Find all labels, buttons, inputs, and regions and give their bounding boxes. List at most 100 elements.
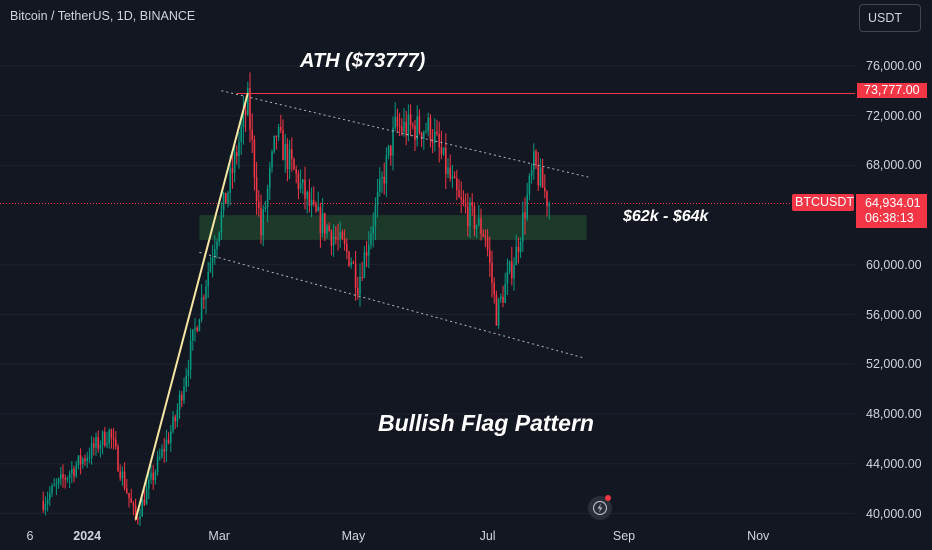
candle-body xyxy=(130,498,132,503)
candle xyxy=(119,464,121,481)
candle-body xyxy=(119,471,121,479)
candle-body xyxy=(317,206,319,212)
candle-body xyxy=(218,232,220,242)
candle-body xyxy=(137,518,139,520)
candle-body xyxy=(55,483,58,486)
candle xyxy=(420,131,423,148)
candle xyxy=(390,145,392,166)
candle xyxy=(548,201,550,220)
candle-body xyxy=(394,116,396,128)
candle-body xyxy=(139,516,141,520)
candle-body xyxy=(233,152,236,173)
candle xyxy=(354,250,357,301)
candle-body xyxy=(95,437,97,448)
candle-body xyxy=(447,167,449,174)
candle-body xyxy=(198,319,201,332)
candle xyxy=(544,174,546,199)
candle xyxy=(539,158,542,188)
candle-body xyxy=(93,443,95,448)
candle xyxy=(200,283,203,323)
candle-body xyxy=(286,143,289,170)
candle-body xyxy=(262,209,264,236)
candle xyxy=(357,276,359,300)
candle-body xyxy=(357,287,359,296)
candle xyxy=(220,202,223,241)
candle-body xyxy=(299,182,302,190)
candle xyxy=(262,204,264,247)
candle-body xyxy=(66,477,69,480)
candle xyxy=(387,144,390,160)
candle-body xyxy=(513,265,515,279)
y-tick-label: 44,000.00 xyxy=(866,456,922,471)
candle xyxy=(407,104,410,142)
candle xyxy=(372,212,374,248)
candle xyxy=(491,250,493,298)
candle-body xyxy=(497,299,500,326)
candle-body xyxy=(192,329,194,341)
candle-body xyxy=(436,131,438,135)
candle xyxy=(385,147,388,198)
candle-body xyxy=(134,505,137,519)
currency-button[interactable]: USDT xyxy=(859,4,921,32)
candle-body xyxy=(392,127,394,156)
candle-body xyxy=(242,110,245,128)
candle xyxy=(306,190,308,214)
candle-body xyxy=(328,225,330,231)
candle xyxy=(106,431,108,449)
candle-body xyxy=(515,246,517,266)
candle-body xyxy=(88,457,91,459)
candle-body xyxy=(247,88,249,115)
candle-body xyxy=(73,468,75,477)
candle-body xyxy=(126,488,128,493)
candle-body xyxy=(480,218,482,234)
candle-body xyxy=(511,261,513,279)
candle-body xyxy=(539,167,542,186)
candle xyxy=(321,198,324,238)
candle xyxy=(293,157,295,171)
candle xyxy=(75,460,77,479)
candle-body xyxy=(405,121,407,136)
candle xyxy=(462,190,465,207)
candle-body xyxy=(321,213,324,233)
candle-body xyxy=(244,110,247,115)
candle-body xyxy=(440,147,443,155)
candle-body xyxy=(251,129,253,140)
candle xyxy=(73,465,75,483)
candle xyxy=(104,427,106,448)
candle-body xyxy=(519,241,522,252)
candle xyxy=(500,293,502,304)
candle xyxy=(453,171,456,179)
candle xyxy=(368,231,370,269)
candle-body xyxy=(185,376,187,387)
candle xyxy=(508,260,511,275)
candle-body xyxy=(418,116,421,133)
candle-body xyxy=(341,232,344,240)
candle-body xyxy=(57,478,60,484)
candle xyxy=(280,114,282,134)
candle xyxy=(456,169,458,201)
candle-body xyxy=(62,474,64,479)
candle-body xyxy=(53,485,55,487)
candle-body xyxy=(315,203,317,212)
flash-button[interactable] xyxy=(588,495,612,520)
candle-body xyxy=(304,179,306,199)
candle-body xyxy=(535,150,537,167)
candle xyxy=(132,500,135,516)
candle-body xyxy=(506,271,509,284)
candle xyxy=(90,435,93,465)
candle-body xyxy=(308,192,311,206)
candle xyxy=(528,173,531,201)
candle-body xyxy=(288,149,291,170)
candle xyxy=(108,428,110,449)
candle-body xyxy=(401,126,403,132)
candle xyxy=(77,454,80,470)
x-tick-label: May xyxy=(341,529,366,543)
candle-body xyxy=(183,386,185,401)
candle-body xyxy=(330,230,333,246)
y-tick-label: 76,000.00 xyxy=(866,58,922,73)
candle-body xyxy=(491,262,493,284)
candle-body xyxy=(544,187,546,192)
candle-body xyxy=(260,208,262,236)
candle-body xyxy=(60,474,62,479)
